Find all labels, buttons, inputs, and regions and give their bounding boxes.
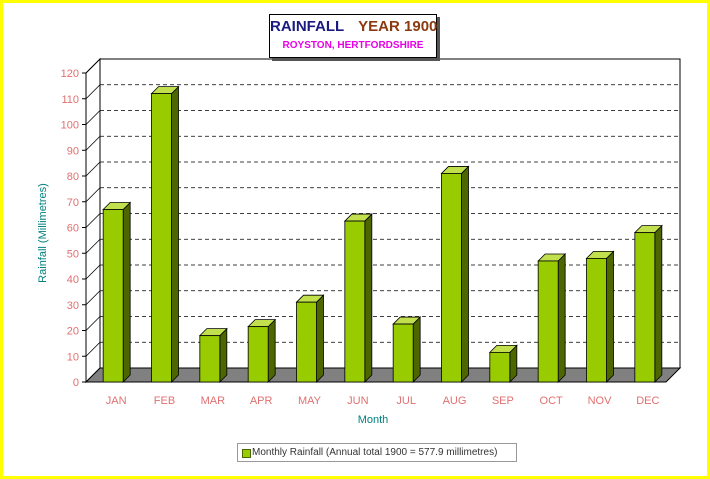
- bar-feb: [150, 85, 180, 383]
- gridline-side: [85, 238, 101, 254]
- y-axis-title: Rainfall (Millimetres): [37, 183, 49, 283]
- bar-front: [392, 323, 414, 383]
- x-tick-label: OCT: [540, 395, 564, 407]
- y-tick-label: 80: [67, 171, 79, 183]
- bar-jun: [343, 213, 373, 383]
- bar-side: [122, 201, 131, 383]
- gridline-side: [85, 58, 101, 74]
- bar-front: [586, 257, 607, 383]
- bar-side: [412, 316, 421, 383]
- bar-dec: [633, 224, 663, 383]
- bar-front: [441, 173, 462, 383]
- chart-title: RAINFALL YEAR 1900: [270, 18, 438, 35]
- bar-front: [296, 301, 317, 383]
- x-tick-label: NOV: [588, 395, 613, 407]
- x-tick-label: MAY: [298, 395, 322, 407]
- y-tick-label: 20: [67, 326, 79, 338]
- chart-subtitle: ROYSTON, HERTFORDSHIRE: [282, 40, 424, 51]
- floor: [84, 367, 682, 383]
- bar-front: [102, 209, 124, 383]
- gridline-side: [85, 290, 101, 306]
- gridline-side: [85, 84, 101, 100]
- x-tick-label: JUL: [396, 395, 416, 407]
- bar-side: [606, 250, 614, 383]
- y-tick-label: 90: [67, 145, 79, 157]
- y-tick-label: 0: [73, 377, 79, 389]
- x-tick-label: DEC: [636, 395, 659, 407]
- bar-nov: [585, 250, 615, 383]
- bar-side: [267, 318, 276, 383]
- bar-jan: [102, 201, 132, 383]
- chart-title-year: YEAR 1900: [358, 18, 438, 35]
- x-axis-title: Month: [358, 414, 389, 426]
- x-tick-label: APR: [250, 395, 273, 407]
- legend-label: Monthly Rainfall (Annual total 1900 = 57…: [252, 447, 498, 458]
- x-tick-label: MAR: [201, 395, 226, 407]
- legend: Monthly Rainfall (Annual total 1900 = 57…: [237, 443, 517, 462]
- x-tick-label: JUN: [347, 395, 368, 407]
- x-tick-label: JAN: [106, 395, 127, 407]
- bar-side: [557, 253, 566, 383]
- x-tick-label: AUG: [443, 395, 467, 407]
- gridline-side: [85, 264, 101, 280]
- y-tick-label: 40: [67, 274, 79, 286]
- y-tick-label: 110: [61, 94, 79, 106]
- y-tick-label: 60: [67, 223, 79, 235]
- bar-front: [489, 351, 511, 383]
- gridline-side: [85, 135, 101, 151]
- bar-sep: [488, 344, 518, 383]
- y-tick-label: 70: [67, 197, 79, 209]
- bar-front: [634, 232, 656, 383]
- y-tick-label: 30: [67, 300, 79, 312]
- bar-jul: [392, 316, 422, 383]
- bar-side: [171, 85, 179, 383]
- legend-swatch: [242, 449, 251, 458]
- bar-aug: [440, 165, 470, 383]
- y-tick-label: 100: [61, 120, 79, 132]
- gridline-side: [85, 213, 101, 228]
- bar-front: [199, 335, 221, 383]
- y-tick-label: 50: [67, 248, 79, 260]
- bar-front: [537, 260, 559, 383]
- y-tick-label: 10: [67, 351, 79, 363]
- bar-oct: [537, 253, 567, 383]
- bar-side: [461, 165, 469, 383]
- gridline-side: [85, 187, 101, 203]
- chart-title-main: RAINFALL: [270, 18, 345, 35]
- bar-front: [151, 93, 172, 383]
- gridline-side: [85, 316, 101, 331]
- bar-apr: [247, 318, 277, 383]
- bar-side: [364, 213, 373, 383]
- gridline-side: [85, 161, 101, 177]
- y-tick-label: 120: [61, 68, 79, 80]
- bar-side: [219, 327, 228, 383]
- bar-side: [316, 294, 324, 383]
- gridline-side: [85, 110, 101, 125]
- bar-front: [344, 220, 366, 383]
- x-tick-label: SEP: [492, 395, 514, 407]
- bar-front: [247, 326, 269, 383]
- bar-mar: [198, 327, 228, 383]
- bar-may: [295, 294, 325, 383]
- x-tick-label: FEB: [154, 395, 175, 407]
- gridline-side: [85, 341, 101, 357]
- bar-side: [654, 224, 663, 383]
- chart-title-box: RAINFALL YEAR 1900 ROYSTON, HERTFORDSHIRE: [269, 14, 437, 58]
